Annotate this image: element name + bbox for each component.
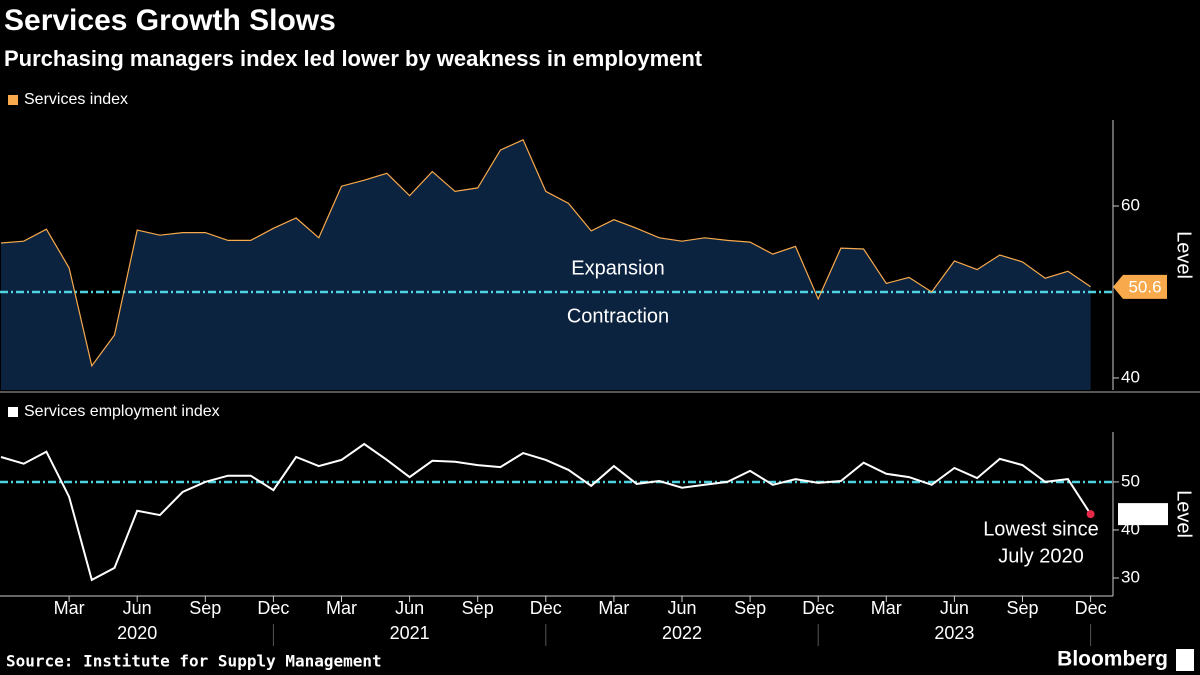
legend-label: Services employment index bbox=[24, 403, 220, 420]
value-callout bbox=[1113, 274, 1167, 299]
year-label: 2022 bbox=[662, 623, 702, 643]
annotation: Contraction bbox=[567, 305, 669, 327]
chart-title: Services Growth Slows bbox=[4, 4, 336, 37]
value-label: 50.6 bbox=[1128, 277, 1161, 296]
x-tick-label: Sep bbox=[1006, 598, 1038, 618]
year-label: 2020 bbox=[117, 623, 157, 643]
year-label: 2023 bbox=[934, 623, 974, 643]
x-tick-label: Sep bbox=[462, 598, 494, 618]
annotation: Expansion bbox=[571, 257, 664, 279]
x-tick-label: Dec bbox=[802, 598, 834, 618]
x-tick-label: Sep bbox=[734, 598, 766, 618]
x-tick-label: Mar bbox=[54, 598, 85, 618]
legend-swatch bbox=[8, 407, 18, 417]
legend-swatch bbox=[8, 95, 18, 105]
y-tick-label: 40 bbox=[1121, 519, 1140, 538]
chart-subtitle: Purchasing managers index led lower by w… bbox=[4, 46, 703, 71]
y-tick-label: 50 bbox=[1121, 471, 1140, 490]
brand: Bloomberg bbox=[1057, 648, 1168, 671]
x-tick-label: Sep bbox=[189, 598, 221, 618]
legend-label: Services index bbox=[24, 91, 128, 108]
source: Source: Institute for Supply Management bbox=[6, 652, 382, 671]
x-tick-label: Dec bbox=[530, 598, 562, 618]
x-tick-label: Jun bbox=[940, 598, 969, 618]
area bbox=[1, 139, 1091, 390]
line bbox=[0, 442, 1092, 582]
y-tick-label: 60 bbox=[1121, 195, 1140, 214]
x-tick-label: Mar bbox=[871, 598, 902, 618]
annotation: Lowest since bbox=[983, 518, 1099, 540]
value-label: 43.3 bbox=[1126, 505, 1159, 524]
x-tick-label: Jun bbox=[395, 598, 424, 618]
x-tick-label: Mar bbox=[326, 598, 357, 618]
y-axis-label: Level bbox=[1173, 231, 1195, 279]
line bbox=[0, 139, 1091, 368]
year-label: 2021 bbox=[390, 623, 430, 643]
end-point bbox=[1086, 510, 1095, 519]
x-tick-label: Mar bbox=[598, 598, 629, 618]
x-tick-label: Jun bbox=[123, 598, 152, 618]
annotation: July 2020 bbox=[998, 545, 1084, 567]
x-tick-label: Jun bbox=[667, 598, 696, 618]
x-tick-label: Dec bbox=[257, 598, 289, 618]
brand-icon bbox=[1176, 649, 1194, 671]
x-tick-label: Dec bbox=[1075, 598, 1107, 618]
value-callout bbox=[1118, 503, 1168, 526]
y-tick-label: 30 bbox=[1121, 567, 1140, 586]
y-tick-label: 40 bbox=[1121, 367, 1140, 386]
y-axis-label: Level bbox=[1173, 490, 1195, 538]
